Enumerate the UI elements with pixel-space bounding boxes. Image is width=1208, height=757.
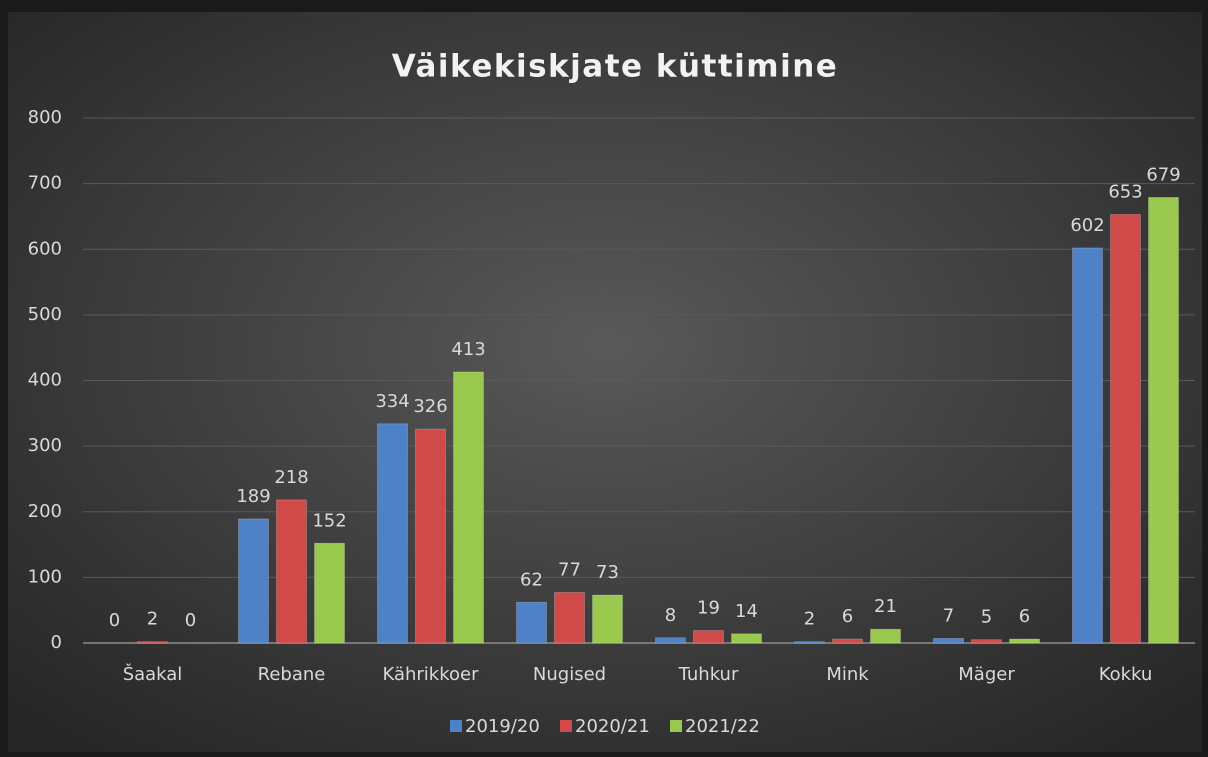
y-tick-label: 800 — [28, 107, 62, 128]
data-label: 5 — [981, 607, 992, 628]
y-tick-label: 500 — [28, 304, 62, 325]
bar — [592, 594, 623, 644]
bar — [870, 628, 901, 644]
bar — [832, 638, 863, 644]
bar — [276, 499, 307, 644]
x-tick-label: Tuhkur — [678, 664, 739, 685]
bar — [1110, 214, 1141, 644]
data-label: 2 — [804, 609, 815, 630]
legend-label: 2019/20 — [465, 716, 540, 737]
legend-label: 2021/22 — [685, 716, 760, 737]
y-tick-label: 100 — [28, 566, 62, 587]
bar — [693, 630, 724, 644]
bar — [415, 428, 446, 644]
bar — [1072, 247, 1103, 644]
x-tick-label: Nugised — [533, 664, 606, 685]
y-tick-label: 0 — [51, 632, 62, 653]
data-label: 326 — [413, 396, 447, 417]
bar — [794, 641, 825, 644]
data-label: 653 — [1108, 181, 1142, 202]
data-label: 77 — [558, 559, 581, 580]
data-label: 21 — [874, 596, 897, 617]
data-label: 2 — [147, 609, 158, 630]
data-label: 73 — [596, 562, 619, 583]
data-label: 679 — [1146, 164, 1180, 185]
bar — [1148, 197, 1179, 644]
bar — [377, 423, 408, 644]
x-tick-label: Rebane — [258, 664, 326, 685]
bar — [933, 638, 964, 644]
x-tick-label: Šaakal — [123, 663, 183, 685]
data-label: 152 — [312, 510, 346, 531]
data-label: 62 — [520, 569, 543, 590]
y-tick-label: 700 — [28, 173, 62, 194]
chart-title: Väikekiskjate küttimine — [392, 49, 839, 85]
data-label: 0 — [185, 610, 196, 631]
bar — [1009, 638, 1040, 644]
x-tick-label: Mäger — [958, 664, 1015, 685]
x-tick-label: Kährikkoer — [382, 664, 479, 685]
legend-swatch — [450, 720, 462, 732]
data-label: 19 — [697, 598, 720, 619]
x-tick-label: Mink — [826, 664, 869, 685]
data-label: 602 — [1070, 215, 1104, 236]
y-tick-label: 600 — [28, 238, 62, 259]
y-tick-label: 300 — [28, 435, 62, 456]
data-label: 6 — [1019, 606, 1030, 627]
bar — [137, 641, 168, 644]
bar — [314, 542, 345, 644]
data-label: 7 — [943, 605, 954, 626]
data-label: 0 — [109, 610, 120, 631]
data-label: 189 — [236, 486, 270, 507]
bar — [655, 637, 686, 644]
data-label: 8 — [665, 605, 676, 626]
bar — [516, 601, 547, 644]
y-tick-label: 200 — [28, 501, 62, 522]
bar — [238, 518, 269, 644]
legend-swatch — [670, 720, 682, 732]
x-tick-label: Kokku — [1099, 664, 1153, 685]
bar — [731, 633, 762, 644]
bar — [453, 371, 484, 644]
y-tick-label: 400 — [28, 370, 62, 391]
bar — [554, 592, 585, 644]
bar — [971, 639, 1002, 644]
data-label: 14 — [735, 601, 758, 622]
data-label: 334 — [375, 391, 409, 412]
legend-swatch — [560, 720, 572, 732]
data-label: 6 — [842, 606, 853, 627]
legend-label: 2020/21 — [575, 716, 650, 737]
data-label: 413 — [451, 339, 485, 360]
data-label: 218 — [274, 467, 308, 488]
